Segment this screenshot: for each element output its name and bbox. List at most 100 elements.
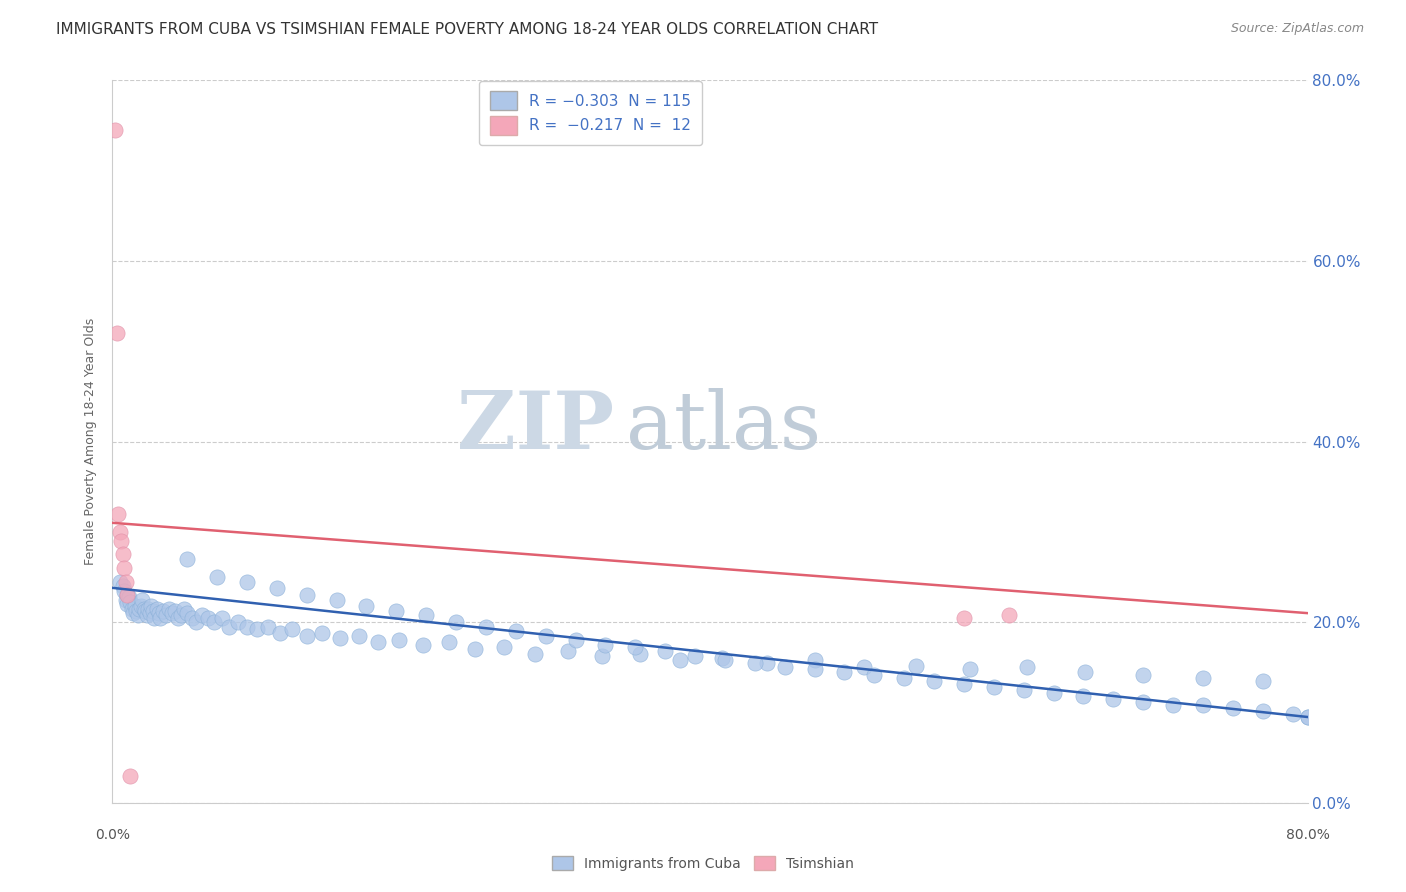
Point bbox=[115, 592, 138, 607]
Point bbox=[127, 607, 149, 622]
Point bbox=[125, 604, 148, 618]
Point bbox=[191, 607, 214, 622]
Point bbox=[922, 673, 945, 688]
Text: 80.0%: 80.0% bbox=[1285, 828, 1330, 842]
Point bbox=[444, 615, 467, 630]
Point bbox=[180, 610, 202, 624]
Point bbox=[356, 599, 378, 613]
Point bbox=[143, 610, 166, 624]
Point bbox=[1132, 695, 1154, 709]
Point bbox=[959, 662, 981, 676]
Point bbox=[246, 623, 269, 637]
Text: atlas: atlas bbox=[627, 388, 821, 467]
Point bbox=[564, 633, 586, 648]
Point bbox=[148, 606, 170, 620]
Point bbox=[329, 632, 352, 646]
Point bbox=[186, 615, 208, 630]
Point bbox=[505, 624, 527, 639]
Point bbox=[534, 629, 557, 643]
Point bbox=[1281, 707, 1303, 722]
Point bbox=[1073, 690, 1095, 704]
Legend: Immigrants from Cuba, Tsimshian: Immigrants from Cuba, Tsimshian bbox=[547, 850, 859, 876]
Point bbox=[863, 667, 886, 681]
Point bbox=[117, 588, 139, 602]
Point bbox=[1296, 710, 1319, 724]
Point bbox=[744, 656, 766, 670]
Point bbox=[654, 644, 676, 658]
Point bbox=[773, 660, 796, 674]
Point bbox=[173, 601, 195, 615]
Point bbox=[129, 599, 152, 613]
Point bbox=[905, 658, 928, 673]
Point bbox=[492, 640, 515, 655]
Text: 0.0%: 0.0% bbox=[96, 828, 129, 842]
Point bbox=[142, 604, 165, 618]
Point bbox=[1192, 671, 1215, 685]
Point bbox=[108, 574, 131, 589]
Point bbox=[202, 615, 225, 630]
Point bbox=[167, 610, 190, 624]
Point bbox=[412, 638, 434, 652]
Point bbox=[464, 642, 486, 657]
Point bbox=[595, 638, 617, 652]
Point bbox=[953, 610, 976, 624]
Point bbox=[557, 644, 579, 658]
Point bbox=[628, 647, 651, 661]
Point bbox=[624, 640, 647, 655]
Point bbox=[205, 570, 228, 584]
Point bbox=[367, 635, 389, 649]
Point bbox=[1192, 698, 1215, 713]
Point bbox=[711, 651, 734, 665]
Point bbox=[138, 601, 160, 615]
Point bbox=[120, 769, 142, 783]
Text: IMMIGRANTS FROM CUBA VS TSIMSHIAN FEMALE POVERTY AMONG 18-24 YEAR OLDS CORRELATI: IMMIGRANTS FROM CUBA VS TSIMSHIAN FEMALE… bbox=[56, 22, 879, 37]
Point bbox=[117, 597, 139, 611]
Point bbox=[105, 326, 128, 340]
Point bbox=[1251, 704, 1274, 718]
Point bbox=[121, 601, 143, 615]
Point bbox=[176, 606, 198, 620]
Point bbox=[226, 615, 249, 630]
Point bbox=[170, 607, 193, 622]
Point bbox=[108, 524, 131, 539]
Point bbox=[218, 620, 240, 634]
Point bbox=[755, 656, 778, 670]
Point bbox=[893, 671, 915, 685]
Point bbox=[1296, 710, 1319, 724]
Point bbox=[131, 592, 153, 607]
Point bbox=[669, 653, 692, 667]
Point bbox=[111, 548, 134, 562]
Point bbox=[162, 606, 183, 620]
Point bbox=[385, 604, 408, 618]
Point bbox=[1012, 682, 1035, 697]
Point bbox=[134, 604, 156, 618]
Point bbox=[152, 604, 174, 618]
Point bbox=[998, 607, 1021, 622]
Point bbox=[122, 606, 145, 620]
Point bbox=[953, 676, 976, 690]
Text: ZIP: ZIP bbox=[457, 388, 614, 467]
Text: Source: ZipAtlas.com: Source: ZipAtlas.com bbox=[1230, 22, 1364, 36]
Point bbox=[803, 653, 825, 667]
Point bbox=[325, 592, 347, 607]
Point bbox=[120, 595, 142, 609]
Point bbox=[1132, 667, 1154, 681]
Point bbox=[388, 633, 411, 648]
Point bbox=[149, 610, 172, 624]
Point bbox=[155, 607, 177, 622]
Point bbox=[311, 626, 333, 640]
Point bbox=[132, 601, 155, 615]
Point bbox=[1222, 701, 1244, 715]
Point bbox=[110, 533, 132, 548]
Point bbox=[683, 649, 706, 664]
Point bbox=[115, 574, 138, 589]
Point bbox=[141, 599, 163, 613]
Point bbox=[347, 629, 370, 643]
Point bbox=[1015, 660, 1038, 674]
Point bbox=[157, 601, 180, 615]
Legend: R = −0.303  N = 115, R =  −0.217  N =  12: R = −0.303 N = 115, R = −0.217 N = 12 bbox=[479, 80, 702, 145]
Point bbox=[714, 653, 737, 667]
Point bbox=[118, 590, 141, 604]
Point bbox=[524, 647, 547, 661]
Point bbox=[128, 601, 150, 615]
